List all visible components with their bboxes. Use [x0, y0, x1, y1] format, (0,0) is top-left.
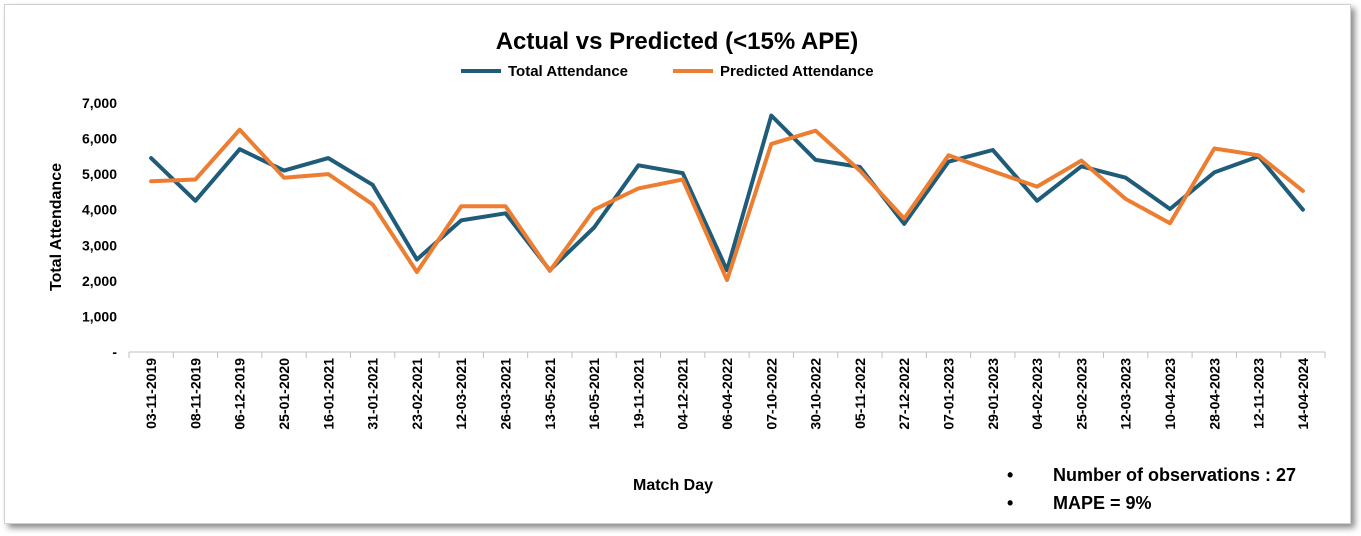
x-tick-label: 06-12-2019	[232, 358, 248, 430]
y-tick-label: 1,000	[82, 308, 117, 324]
notes: • Number of observations : 27 • MAPE = 9…	[1007, 465, 1296, 513]
legend: Total Attendance Predicted Attendance	[461, 63, 874, 80]
line-chart: Actual vs Predicted (<15% APE) Total Att…	[48, 28, 1326, 513]
legend-label-total-attendance: Total Attendance	[508, 63, 628, 80]
y-tick-label: -	[112, 344, 117, 360]
x-tick-label: 27-12-2022	[896, 358, 912, 430]
series-lines	[149, 113, 1305, 283]
x-tick-label: 23-02-2021	[409, 358, 425, 430]
x-tick-label: 04-02-2023	[1029, 358, 1045, 430]
x-tick-label: 25-01-2020	[276, 358, 292, 430]
x-tick-label: 06-04-2022	[719, 358, 735, 430]
x-tick-label: 19-11-2021	[630, 358, 646, 429]
y-tick-label: 3,000	[82, 237, 117, 253]
x-tick-label: 04-12-2021	[675, 358, 691, 430]
y-axis-ticks: - 1,000 2,000 3,000 4,000 5,000 6,000 7,000	[82, 95, 117, 360]
x-tick-label: 14-04-2024	[1295, 358, 1311, 430]
x-tick-label: 31-01-2021	[365, 358, 381, 430]
y-tick-label: 7,000	[82, 95, 117, 111]
x-tick-label: 30-10-2022	[808, 358, 824, 430]
series-line-total-attendance	[149, 113, 1305, 273]
legend-label-predicted-attendance: Predicted Attendance	[720, 63, 874, 80]
x-tick-label: 12-03-2021	[453, 358, 469, 430]
x-tick-label: 08-11-2019	[187, 358, 203, 429]
y-axis-label: Total Attendance	[48, 163, 65, 291]
x-axis-label: Match Day	[633, 477, 713, 494]
x-tick-label: 03-11-2019	[143, 358, 159, 429]
y-tick-label: 5,000	[82, 166, 117, 182]
x-tick-label: 25-02-2023	[1073, 358, 1089, 430]
x-tick-label: 29-01-2023	[985, 358, 1001, 430]
x-tick-label: 16-05-2021	[586, 358, 602, 430]
x-tick-label: 07-01-2023	[940, 358, 956, 430]
chart-frame: Actual vs Predicted (<15% APE) Total Att…	[4, 4, 1351, 524]
y-tick-label: 4,000	[82, 202, 117, 218]
y-tick-label: 2,000	[82, 273, 117, 289]
x-tick-label: 26-03-2021	[498, 358, 514, 430]
note-bullet-mape: •	[1007, 493, 1013, 513]
x-axis-ticks: 03-11-2019 08-11-2019 06-12-2019 25-01-2020…	[128, 352, 1326, 430]
x-tick-label: 05-11-2022	[852, 358, 868, 429]
y-tick-label: 6,000	[82, 131, 117, 147]
x-tick-label: 12-11-2023	[1251, 358, 1267, 429]
note-observations: Number of observations : 27	[1053, 465, 1296, 485]
series-line-predicted-attendance	[149, 127, 1305, 283]
note-bullet-observations: •	[1007, 465, 1013, 485]
chart-title: Actual vs Predicted (<15% APE)	[496, 28, 859, 55]
note-mape: MAPE = 9%	[1053, 493, 1152, 513]
x-tick-label: 07-10-2022	[763, 358, 779, 430]
x-tick-label: 10-04-2023	[1162, 358, 1178, 430]
x-tick-label: 28-04-2023	[1206, 358, 1222, 430]
x-tick-label: 12-03-2023	[1118, 358, 1134, 430]
x-tick-label: 16-01-2021	[320, 358, 336, 430]
x-tick-label: 13-05-2021	[542, 358, 558, 430]
